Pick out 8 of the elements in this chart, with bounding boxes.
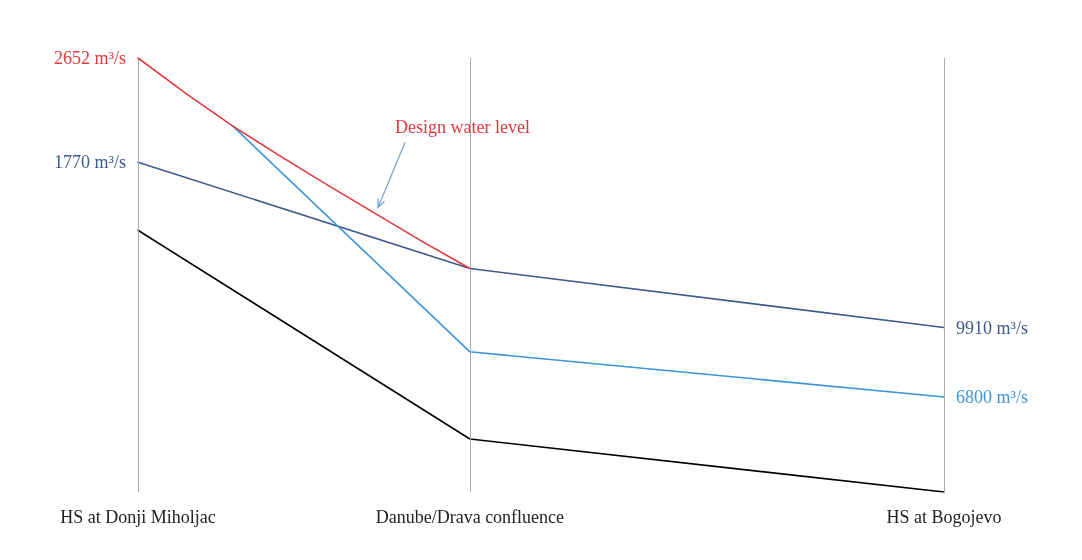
x-tick-label: HS at Bogojevo [886,507,1002,527]
x-tick-label: Danube/Drava confluence [375,507,565,527]
x-tick-label: HS at Donji Miholjac [60,507,216,527]
annotation: 9910 m³/s [956,317,1028,338]
annotation: Design water level [395,117,531,138]
annotation: 2652 m³/s [54,48,126,68]
annotation: 6800 m³/s [956,386,1028,407]
annotation: 1770 m³/s [54,152,126,173]
